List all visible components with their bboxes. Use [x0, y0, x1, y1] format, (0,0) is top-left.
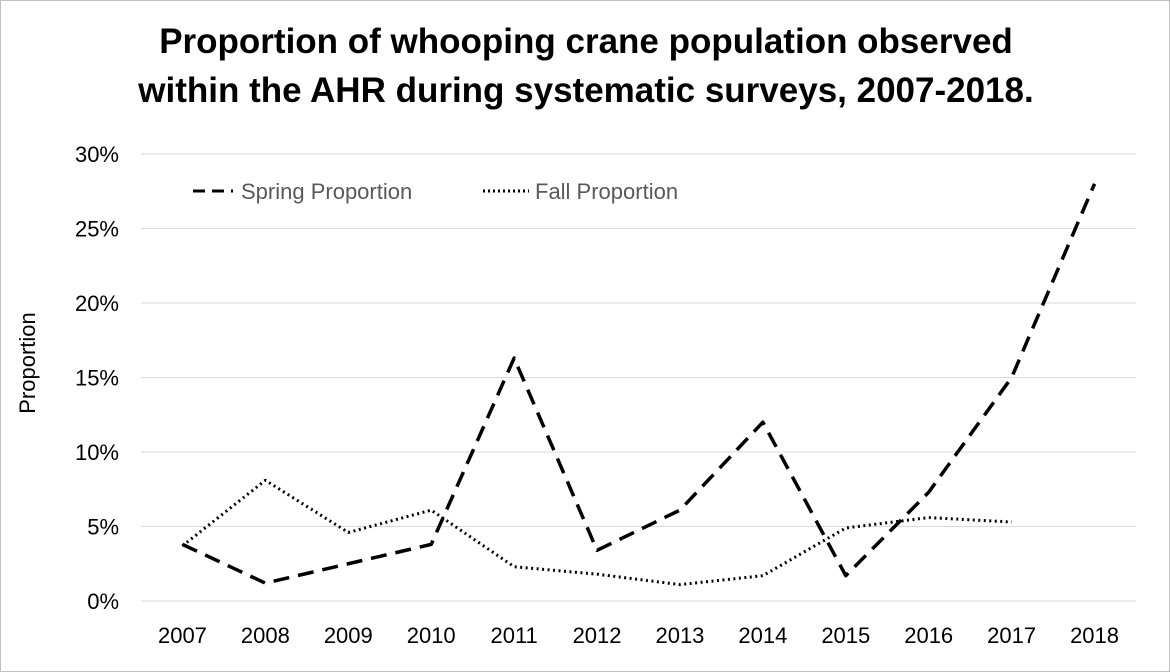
y-tick-label: 0% [87, 589, 119, 614]
chart-title-line-2: within the AHR during systematic surveys… [137, 71, 1033, 110]
y-tick-label: 25% [75, 217, 119, 242]
legend-label-fall: Fall Proportion [535, 179, 678, 204]
y-tick-label: 30% [75, 142, 119, 167]
series-line-spring-proportion [181, 183, 1097, 585]
x-tick-label: 2014 [738, 623, 787, 648]
y-axis-ticks: 0% 5% 10% 15% 20% 25% 30% [75, 142, 119, 614]
series-lines [181, 183, 1097, 587]
x-tick-label: 2009 [324, 623, 373, 648]
x-tick-label: 2012 [573, 623, 622, 648]
x-tick-label: 2008 [241, 623, 290, 648]
x-tick-label: 2017 [987, 623, 1036, 648]
gridlines [141, 153, 1136, 602]
x-tick-label: 2011 [490, 623, 537, 648]
chart-title-line-1: Proportion of whooping crane population … [159, 22, 1013, 61]
x-tick-label: 2013 [655, 623, 704, 648]
x-tick-label: 2015 [821, 623, 870, 648]
y-tick-label: 20% [75, 291, 119, 316]
legend: Spring Proportion Fall Proportion [193, 179, 678, 204]
y-tick-label: 5% [87, 515, 119, 540]
legend-label-spring: Spring Proportion [241, 179, 412, 204]
x-tick-label: 2007 [158, 623, 207, 648]
series-line-fall-proportion [181, 478, 1012, 587]
y-axis-label: Proportion [15, 312, 40, 414]
x-tick-label: 2018 [1070, 623, 1119, 648]
y-tick-label: 10% [75, 440, 119, 465]
x-tick-label: 2010 [407, 623, 456, 648]
y-tick-label: 15% [75, 366, 119, 391]
x-tick-label: 2016 [904, 623, 953, 648]
x-axis-ticks: 2007 2008 2009 2010 2011 2012 2013 2014 2015 2016… [158, 623, 1119, 648]
